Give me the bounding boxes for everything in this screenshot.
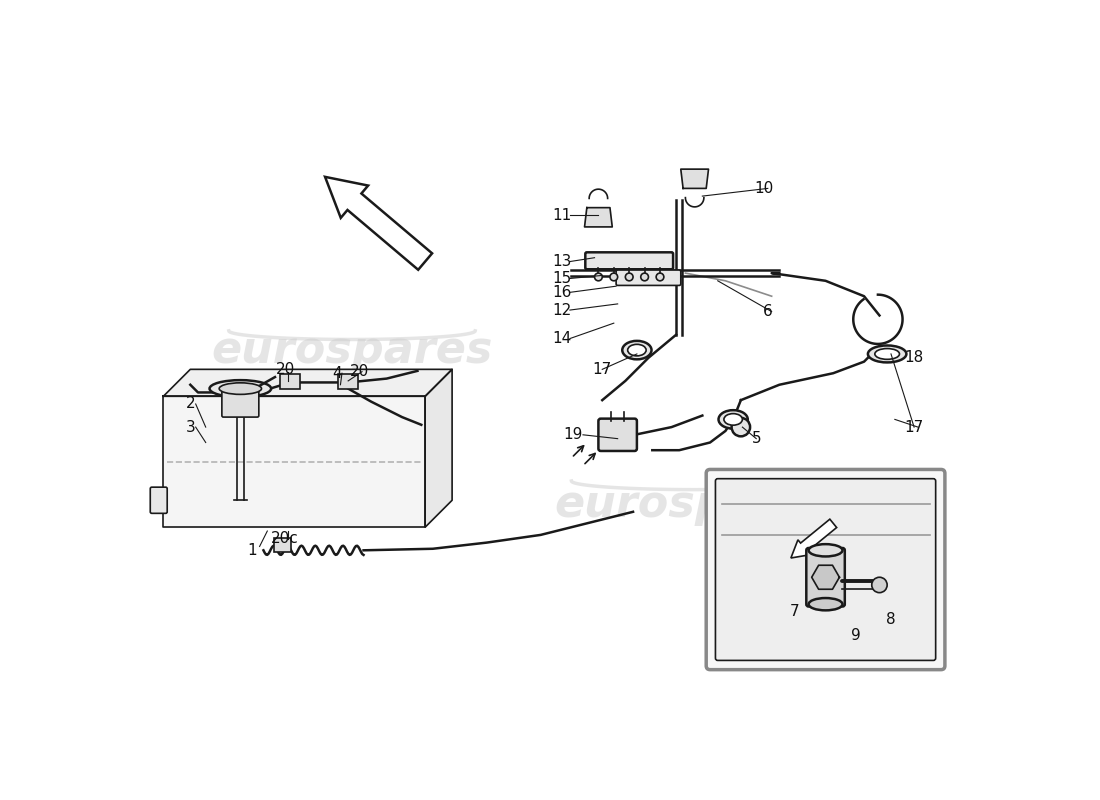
FancyBboxPatch shape	[338, 374, 359, 390]
Text: 4: 4	[332, 366, 341, 381]
Text: 17: 17	[904, 419, 924, 434]
FancyBboxPatch shape	[222, 387, 258, 417]
FancyArrow shape	[326, 177, 432, 270]
Text: 1: 1	[248, 542, 256, 558]
FancyArrow shape	[791, 519, 837, 558]
Text: 18: 18	[904, 350, 924, 366]
FancyBboxPatch shape	[585, 252, 673, 270]
FancyBboxPatch shape	[806, 548, 845, 606]
Text: 2: 2	[186, 397, 195, 411]
Ellipse shape	[808, 544, 843, 557]
Text: 14: 14	[552, 331, 572, 346]
FancyBboxPatch shape	[616, 270, 681, 286]
Polygon shape	[584, 208, 613, 227]
Text: 12: 12	[552, 302, 572, 318]
Text: eurospares: eurospares	[211, 329, 493, 371]
Text: eurospares: eurospares	[554, 482, 835, 526]
Ellipse shape	[718, 410, 748, 429]
Text: 6: 6	[763, 304, 772, 319]
Text: 7: 7	[790, 605, 800, 619]
Text: 9: 9	[851, 627, 861, 642]
Text: 13: 13	[552, 254, 572, 269]
Ellipse shape	[874, 349, 900, 359]
FancyBboxPatch shape	[151, 487, 167, 514]
Text: 20: 20	[275, 362, 295, 377]
Text: 20c: 20c	[271, 531, 299, 546]
Circle shape	[595, 273, 603, 281]
Text: 10: 10	[755, 181, 773, 196]
Circle shape	[656, 273, 664, 281]
FancyBboxPatch shape	[598, 418, 637, 451]
Circle shape	[871, 578, 888, 593]
FancyBboxPatch shape	[715, 478, 936, 661]
Text: 11: 11	[552, 208, 572, 223]
FancyBboxPatch shape	[280, 374, 300, 390]
Polygon shape	[163, 370, 452, 396]
Circle shape	[625, 273, 634, 281]
Ellipse shape	[209, 380, 272, 397]
Circle shape	[609, 273, 618, 281]
Text: 8: 8	[887, 612, 895, 627]
Circle shape	[732, 418, 750, 436]
Ellipse shape	[623, 341, 651, 359]
Text: 20: 20	[350, 364, 370, 379]
Polygon shape	[681, 169, 708, 188]
Text: 19: 19	[563, 427, 583, 442]
Text: 17: 17	[593, 362, 612, 377]
Ellipse shape	[219, 383, 262, 394]
Text: 15: 15	[552, 271, 572, 286]
Ellipse shape	[868, 346, 906, 362]
Polygon shape	[812, 566, 839, 590]
Ellipse shape	[724, 414, 743, 425]
Polygon shape	[163, 396, 425, 527]
Text: 5: 5	[751, 431, 761, 446]
Circle shape	[640, 273, 649, 281]
Ellipse shape	[808, 598, 843, 610]
FancyBboxPatch shape	[274, 538, 292, 552]
FancyBboxPatch shape	[706, 470, 945, 670]
Polygon shape	[425, 370, 452, 527]
Text: 16: 16	[552, 285, 572, 300]
Ellipse shape	[628, 344, 646, 356]
Text: 3: 3	[186, 419, 195, 434]
